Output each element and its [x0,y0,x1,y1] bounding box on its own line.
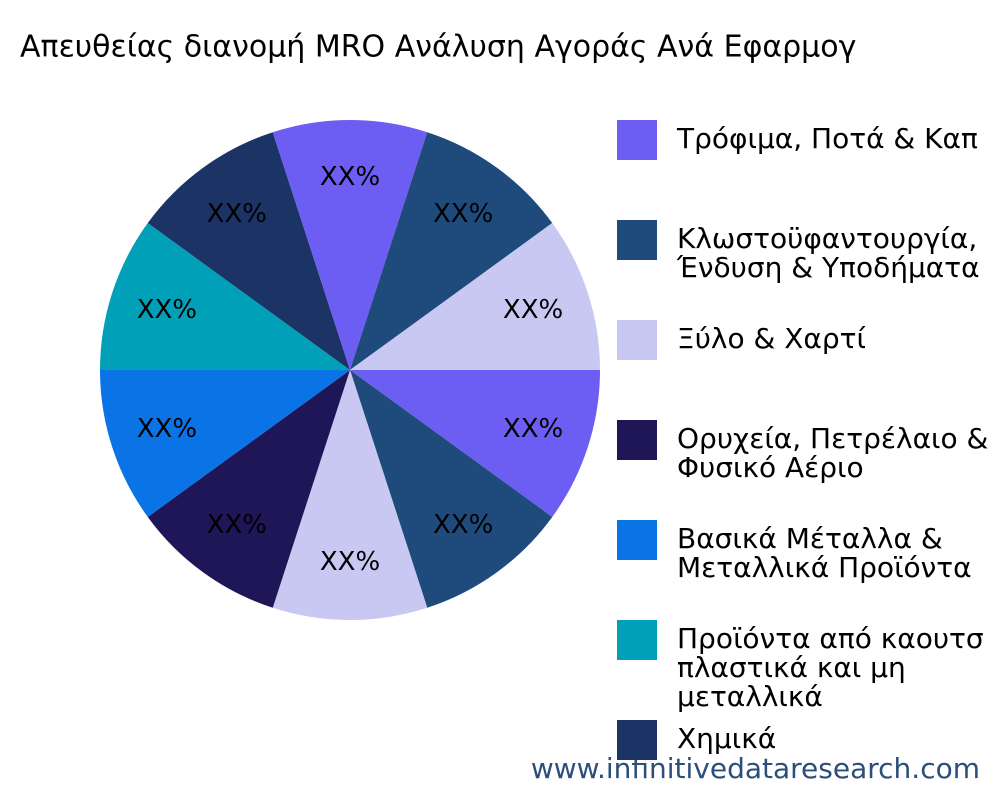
legend-label: Ορυχεία, Πετρέλαιο & Φυσικό Αέριο [677,422,988,484]
legend-label: Ξύλο & Χαρτί [677,322,866,355]
data-label: XX% [433,510,493,540]
pie-slice [272,119,428,370]
watermark: www.infinitivedataresearch.com [531,752,980,785]
pie-slice [100,370,350,517]
data-label: XX% [320,547,380,577]
pie-slice [350,370,553,608]
data-label: XX% [433,199,493,229]
chart-title: Απευθείας διανομή MRO Ανάλυση Αγοράς Ανά… [20,30,856,65]
data-label: XX% [320,162,380,192]
legend-swatch [617,120,657,160]
pie-slice [350,370,600,517]
pie-slice [350,132,553,370]
data-label: XX% [503,295,563,325]
pie-slice [147,132,350,370]
legend-swatch [617,320,657,360]
data-label: XX% [207,199,267,229]
legend-swatch [617,620,657,660]
data-label: XX% [137,295,197,325]
pie-slice [147,370,350,608]
data-label: XX% [137,414,197,444]
pie-slice [272,370,428,620]
legend-label: Κλωστοϋφαντουργία, Ένδυση & Υποδήματα [676,222,980,284]
legend-swatch [617,720,657,760]
legend-swatch [617,220,657,260]
pie-slice [350,223,600,370]
legend-label: Προϊόντα από καουτσ πλαστικά και μη μεταλλ… [677,622,984,713]
legend-label: Χημικά [677,722,776,755]
pie-slice [100,223,350,370]
legend-swatch [617,420,657,460]
legend-label: Βασικά Μέταλλα & Μεταλλικά Προϊόντα [677,522,972,584]
data-label: XX% [503,414,563,444]
data-label: XX% [207,510,267,540]
legend-swatch [617,520,657,560]
legend-label: Τρόφιμα, Ποτά & Καπ [676,122,978,155]
